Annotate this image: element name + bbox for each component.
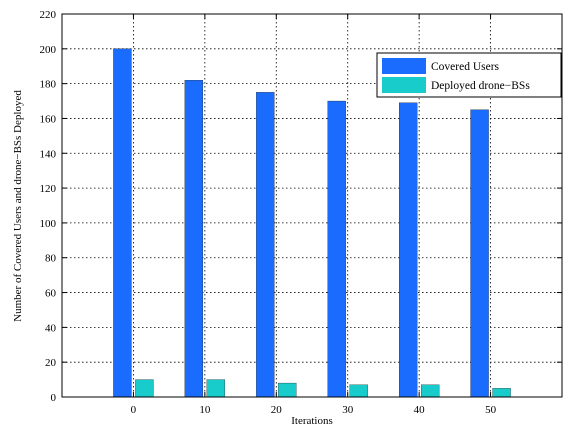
bar-covered-users (398, 102, 418, 398)
bar-deployed-drone-bss (492, 388, 511, 398)
plot-frame (61, 13, 563, 398)
bar-covered-users (327, 100, 346, 398)
bar-covered-users (184, 80, 204, 398)
legend-swatch-deployed-drone-bss (382, 77, 426, 93)
bar-deployed-drone-bss (278, 382, 297, 398)
y-tick-label: 80 (45, 253, 57, 265)
bar-deployed-drone-bss (349, 384, 368, 398)
legend: Covered Users Deployed drone−BSs (376, 52, 562, 98)
y-tick-label: 200 (40, 44, 57, 56)
legend-label-deployed-drone-bss: Deployed drone−BSs (431, 80, 530, 92)
axis-ticks: 0 20 40 60 80 100 120 140 160 180 200 220 0 10 20 30 40 5… (40, 9, 562, 416)
y-tick-label: 100 (40, 218, 57, 230)
bar-deployed-drone-bss (420, 384, 440, 398)
y-tick-label: 220 (40, 9, 57, 21)
legend-swatch-covered-users (382, 58, 426, 74)
legend-label-covered-users: Covered Users (431, 61, 500, 73)
x-tick-label: 10 (199, 404, 211, 416)
y-axis-label: Number of Covered Users and drone−BSs De… (12, 90, 24, 322)
bar-deployed-drone-bss (135, 379, 154, 398)
y-tick-label: 180 (40, 79, 57, 91)
y-tick-label: 60 (45, 288, 57, 300)
bar-deployed-drone-bss (206, 379, 226, 398)
x-tick-label: 20 (271, 404, 283, 416)
y-tick-label: 20 (45, 357, 57, 369)
y-tick-label: 160 (40, 113, 57, 125)
x-tick-label: 40 (414, 404, 426, 416)
x-tick-label: 0 (131, 404, 137, 416)
bar-covered-users (470, 109, 489, 398)
bars-group (113, 48, 511, 398)
bar-covered-users (113, 48, 132, 398)
y-tick-label: 120 (40, 183, 57, 195)
x-tick-label: 50 (485, 404, 497, 416)
x-axis-label: Iterations (291, 415, 333, 427)
y-tick-label: 0 (51, 392, 57, 404)
bar-covered-users (256, 92, 275, 398)
y-tick-label: 40 (45, 322, 57, 334)
y-tick-label: 140 (40, 148, 57, 160)
x-tick-label: 30 (342, 404, 354, 416)
